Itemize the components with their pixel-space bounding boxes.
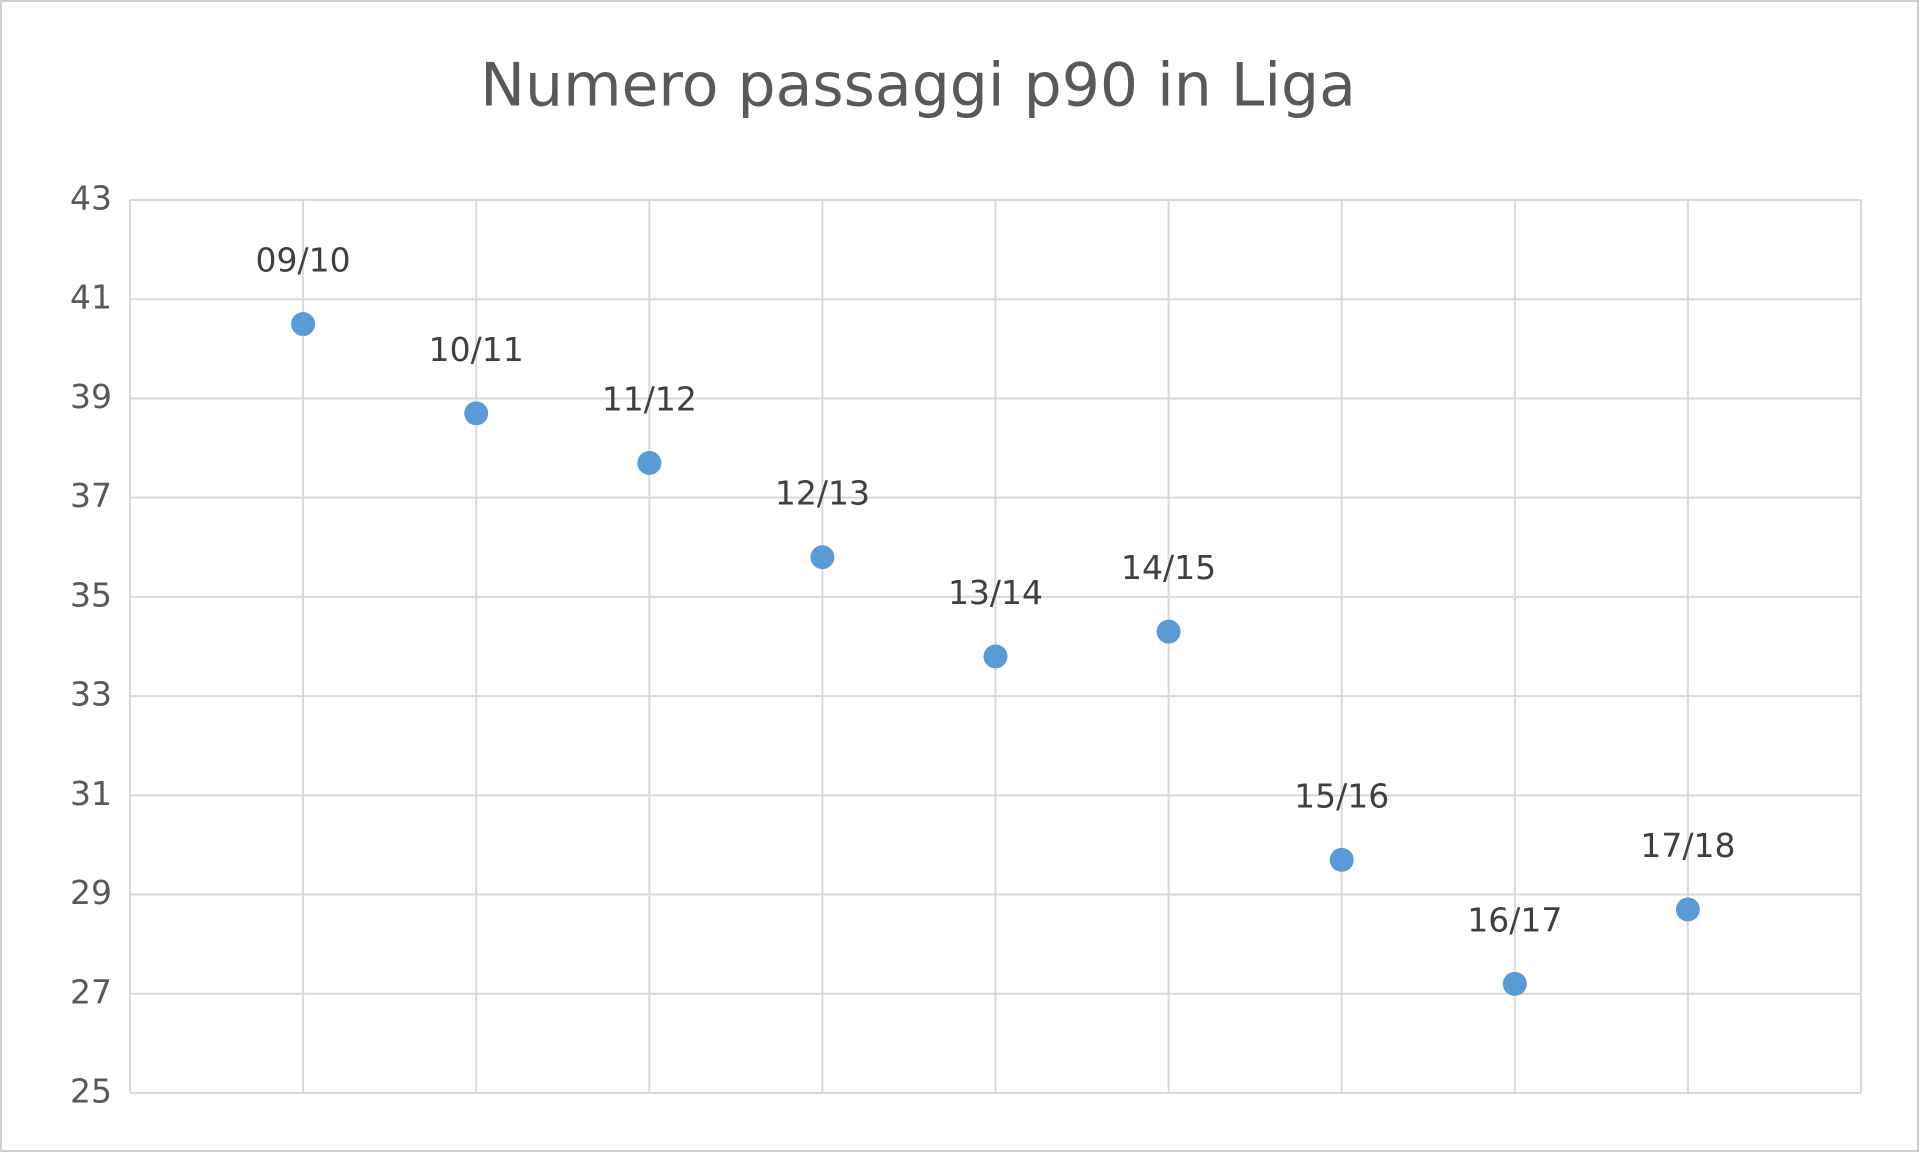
point xyxy=(810,545,835,570)
data-label: 17/18 xyxy=(1640,826,1735,865)
point xyxy=(1156,619,1181,644)
y-tick-label: 31 xyxy=(70,774,112,813)
point xyxy=(1502,971,1527,996)
y-tick-label: 29 xyxy=(70,873,112,912)
data-label: 10/11 xyxy=(429,330,524,369)
y-tick-label: 39 xyxy=(70,377,112,416)
data-label: 12/13 xyxy=(775,474,870,513)
y-tick-label: 37 xyxy=(70,476,112,515)
data-label: 14/15 xyxy=(1121,548,1216,587)
y-tick-label: 43 xyxy=(70,179,112,218)
data-label: 15/16 xyxy=(1294,776,1389,815)
point xyxy=(1329,847,1354,872)
y-tick-label: 41 xyxy=(70,278,112,317)
y-tick-label: 27 xyxy=(70,972,112,1011)
y-tick-label: 25 xyxy=(70,1072,112,1111)
y-tick-label: 33 xyxy=(70,675,112,714)
data-label: 16/17 xyxy=(1467,900,1562,939)
point xyxy=(291,312,316,337)
chart-title: Numero passaggi p90 in Liga xyxy=(480,51,1356,121)
data-label: 13/14 xyxy=(948,573,1043,612)
data-label: 11/12 xyxy=(602,379,697,418)
point xyxy=(464,401,489,426)
data-label: 09/10 xyxy=(256,241,351,280)
point xyxy=(637,450,662,475)
point xyxy=(983,644,1008,669)
y-tick-label: 35 xyxy=(70,575,112,614)
point xyxy=(1675,897,1700,922)
